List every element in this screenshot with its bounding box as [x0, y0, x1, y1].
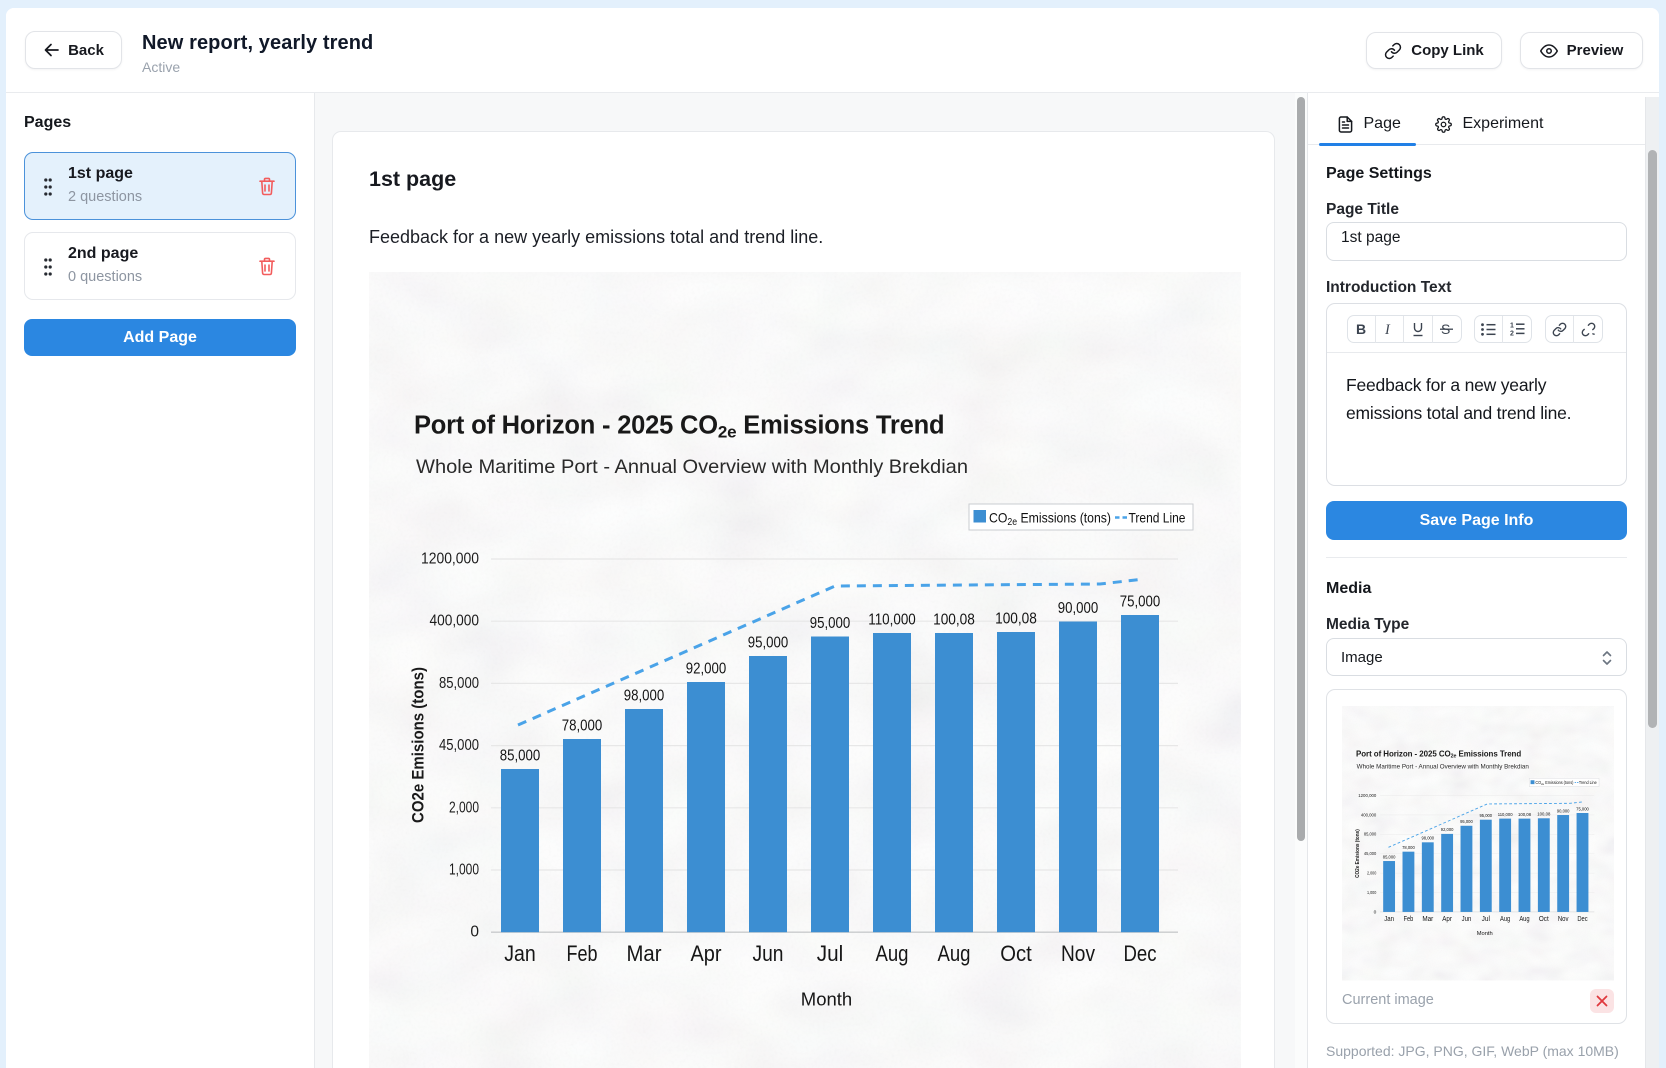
svg-text:Jun: Jun: [1462, 916, 1472, 923]
svg-text:1,000: 1,000: [1367, 890, 1377, 896]
svg-text:75,000: 75,000: [1576, 806, 1589, 812]
svg-text:Aug: Aug: [1500, 916, 1510, 923]
svg-text:CO2e Emisions (tons): CO2e Emisions (tons): [409, 667, 428, 823]
svg-text:98,000: 98,000: [624, 687, 665, 704]
svg-text:Mar: Mar: [1422, 916, 1434, 923]
svg-text:85,000: 85,000: [1364, 832, 1377, 838]
svg-text:85,000: 85,000: [1383, 854, 1396, 860]
svg-text:Jan: Jan: [504, 941, 536, 966]
svg-text:Jul: Jul: [1482, 916, 1491, 923]
svg-text:95,000: 95,000: [810, 615, 851, 632]
svg-text:Nov: Nov: [1061, 941, 1096, 966]
svg-text:Feb: Feb: [1404, 916, 1414, 923]
svg-text:Apr: Apr: [1442, 916, 1452, 923]
svg-text:Oct: Oct: [1539, 916, 1549, 923]
svg-text:92,000: 92,000: [1441, 827, 1454, 833]
svg-text:95,000: 95,000: [748, 634, 789, 651]
svg-text:Jan: Jan: [1384, 916, 1394, 923]
svg-text:I: I: [1384, 322, 1391, 336]
svg-text:2,000: 2,000: [1367, 871, 1377, 877]
svg-text:110,000: 110,000: [1498, 812, 1513, 818]
svg-text:90,000: 90,000: [1058, 600, 1099, 617]
svg-text:92,000: 92,000: [686, 660, 727, 677]
svg-text:CO2e Emissions (tons): CO2e Emissions (tons): [989, 510, 1111, 529]
svg-text:B: B: [1356, 322, 1366, 336]
svg-text:1: 1: [1510, 323, 1514, 330]
svg-text:0: 0: [470, 924, 479, 941]
svg-text:2,000: 2,000: [449, 799, 479, 816]
svg-text:100,08: 100,08: [1537, 812, 1550, 818]
svg-text:1200,000: 1200,000: [1358, 793, 1376, 799]
svg-text:CO2e Emisions (tons): CO2e Emisions (tons): [1355, 829, 1361, 878]
svg-text:Trend Line: Trend Line: [1579, 780, 1597, 785]
svg-text:110,000: 110,000: [868, 611, 916, 628]
svg-text:Oct: Oct: [1000, 941, 1032, 966]
svg-text:Aug: Aug: [1519, 916, 1529, 923]
svg-text:Dec: Dec: [1124, 941, 1157, 966]
svg-text:95,000: 95,000: [1479, 813, 1492, 819]
svg-text:Feb: Feb: [567, 941, 598, 966]
svg-text:98,000: 98,000: [1421, 836, 1434, 842]
svg-text:78,000: 78,000: [562, 717, 603, 734]
svg-text:400,000: 400,000: [1361, 812, 1377, 818]
svg-text:100,08: 100,08: [995, 610, 1037, 627]
svg-text:Month: Month: [1477, 931, 1493, 937]
svg-text:Apr: Apr: [691, 941, 722, 966]
svg-text:400,000: 400,000: [430, 613, 480, 630]
svg-text:90,000: 90,000: [1557, 808, 1570, 814]
svg-text:85,000: 85,000: [439, 675, 479, 692]
svg-text:45,000: 45,000: [439, 737, 479, 754]
svg-text:95,000: 95,000: [1460, 819, 1473, 825]
svg-text:Mar: Mar: [627, 941, 662, 966]
svg-text:85,000: 85,000: [500, 747, 541, 764]
svg-text:1,000: 1,000: [449, 862, 479, 879]
svg-text:100,08: 100,08: [1518, 812, 1531, 818]
svg-text:1200,000: 1200,000: [421, 551, 479, 568]
svg-text:Jul: Jul: [817, 941, 844, 966]
svg-text:Whole Maritime Port - Annual O: Whole Maritime Port - Annual Overview wi…: [416, 456, 968, 478]
svg-text:Jun: Jun: [753, 941, 784, 966]
svg-text:Aug: Aug: [938, 941, 971, 966]
svg-text:Month: Month: [801, 989, 852, 1010]
svg-text:0: 0: [1374, 909, 1377, 915]
svg-text:Dec: Dec: [1577, 916, 1588, 923]
svg-text:78,000: 78,000: [1402, 845, 1415, 851]
svg-text:2: 2: [1510, 331, 1514, 337]
svg-text:75,000: 75,000: [1120, 593, 1161, 610]
svg-text:Port of Horizon - 2025 CO2e Em: Port of Horizon - 2025 CO2e Emissions Tr…: [414, 412, 944, 442]
svg-text:100,08: 100,08: [933, 611, 975, 628]
svg-text:Port of Horizon - 2025 CO2e Em: Port of Horizon - 2025 CO2e Emissions Tr…: [1356, 749, 1521, 759]
svg-text:Aug: Aug: [876, 941, 909, 966]
svg-text:45,000: 45,000: [1364, 851, 1377, 857]
svg-text:Trend Line: Trend Line: [1129, 510, 1186, 526]
svg-text:CO2e Emissions (tons): CO2e Emissions (tons): [1535, 780, 1574, 786]
svg-text:Whole Maritime Port - Annual O: Whole Maritime Port - Annual Overview wi…: [1357, 764, 1529, 771]
svg-text:Nov: Nov: [1558, 916, 1569, 923]
